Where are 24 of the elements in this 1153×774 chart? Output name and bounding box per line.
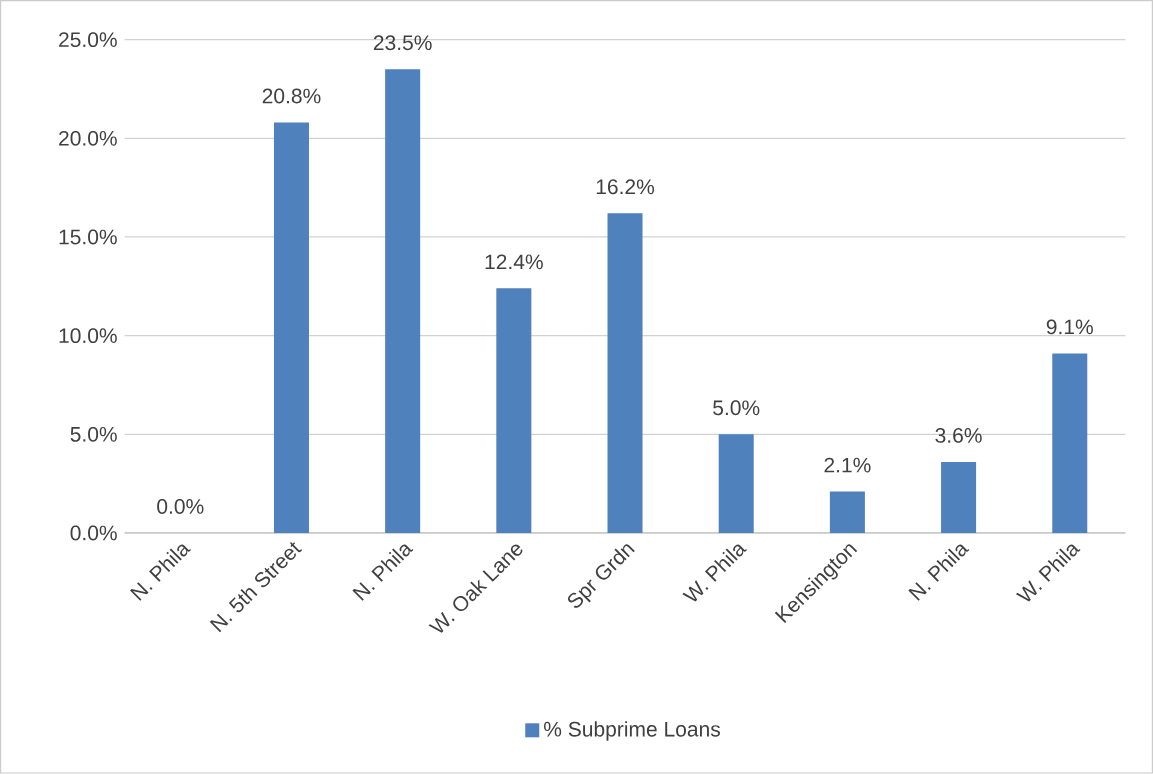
y-tick-label: 15.0% [59, 229, 117, 245]
data-label: 9.1% [1046, 319, 1093, 335]
y-tick-label: 10.0% [59, 328, 117, 344]
bar [607, 213, 643, 534]
y-tick-label: 20.0% [59, 131, 117, 146]
bar [829, 491, 865, 534]
data-label: 5.0% [713, 400, 760, 416]
data-label: 3.6% [935, 428, 982, 443]
data-label: 16.2% [596, 179, 655, 195]
bar [385, 69, 421, 534]
data-label: 20.8% [262, 88, 321, 104]
y-tick-label: 5.0% [70, 427, 117, 442]
legend-label: % Subprime Loans [544, 721, 720, 741]
bar [1052, 353, 1088, 534]
data-label: 0.0% [157, 499, 204, 515]
y-tick-label: 25.0% [59, 32, 117, 48]
data-label: 2.1% [824, 457, 871, 473]
data-label: 12.4% [485, 254, 543, 270]
bar [941, 462, 977, 534]
y-tick-label: 0.0% [70, 525, 117, 541]
bar [496, 288, 532, 534]
data-label: 23.5% [373, 35, 432, 51]
bar [718, 434, 754, 534]
bar [273, 122, 309, 534]
